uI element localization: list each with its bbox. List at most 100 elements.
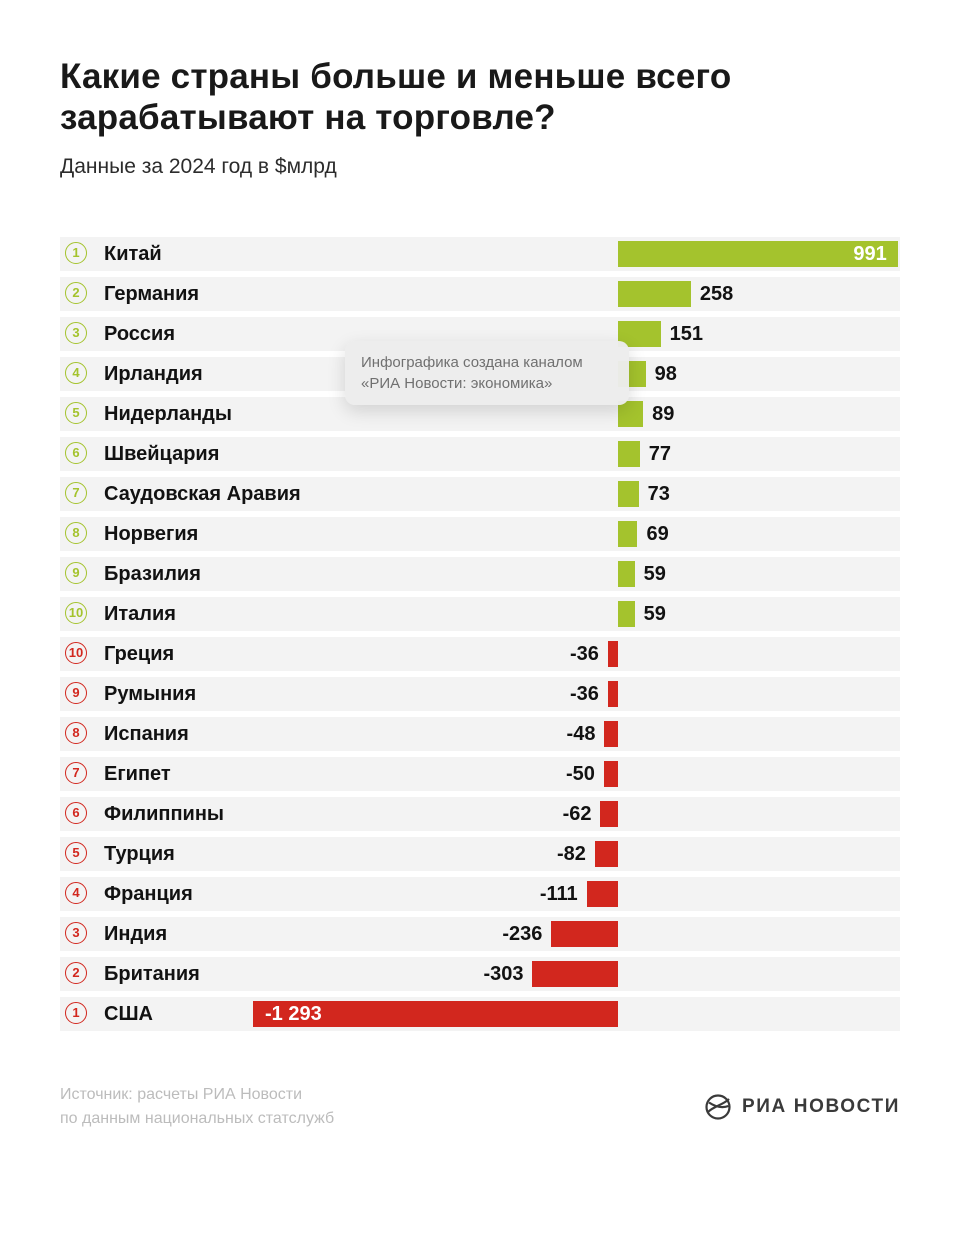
globe-icon (704, 1093, 732, 1121)
chart-row: 1 Китай 991 (60, 236, 900, 271)
value-label: 151 (669, 322, 703, 345)
footer: Источник: расчеты РИА Новости по данным … (60, 1083, 900, 1131)
value-bar (607, 680, 618, 707)
value-label: 991 (853, 242, 887, 265)
brand-text: РИА НОВОСТИ (742, 1095, 900, 1117)
value-label: 98 (654, 362, 677, 385)
country-label: Китай (104, 242, 162, 265)
rank-badge: 5 (65, 401, 87, 424)
country-label: Саудовская Аравия (104, 482, 301, 505)
value-bar (618, 240, 898, 267)
value-bar (618, 520, 638, 547)
country-label: Германия (104, 282, 200, 305)
country-label: Турция (104, 842, 175, 865)
value-bar (604, 720, 618, 747)
country-label: Швейцария (104, 442, 220, 465)
value-label: -82 (556, 842, 586, 865)
value-bar (618, 600, 635, 627)
rank-badge: 7 (65, 761, 87, 784)
chart-row: 7 Египет -50 (60, 756, 900, 791)
chart-row: 8 Испания -48 (60, 716, 900, 751)
title-line-2: зарабатывают на торговле? (60, 98, 556, 138)
value-bar (618, 480, 639, 507)
value-label: -36 (569, 642, 599, 665)
tooltip-line-2: «РИА Новости: экономика» (361, 374, 553, 392)
value-bar (618, 400, 644, 427)
rank-badge: 4 (65, 361, 87, 384)
rank-badge: 9 (65, 561, 87, 584)
chart-row: 1 США -1 293 (60, 996, 900, 1031)
chart-row: 3 Индия -236 (60, 916, 900, 951)
value-bar (600, 800, 618, 827)
chart-rows: 1 Китай 991 2 Германия 258 3 Россия 151 4 Ирландия… (60, 236, 900, 1031)
value-bar (618, 560, 635, 587)
country-label: Россия (104, 322, 176, 345)
chart-row: 4 Франция -111 (60, 876, 900, 911)
chart-row: 9 Бразилия 59 (60, 556, 900, 591)
infographic-page: Какие страны больше и меньше всего зараб… (0, 56, 960, 1131)
value-label: -236 (502, 922, 543, 945)
rank-badge: 3 (65, 321, 87, 344)
value-label: 59 (643, 602, 666, 625)
chart-row: 6 Швейцария 77 (60, 436, 900, 471)
chart-row: 7 Саудовская Аравия 73 (60, 476, 900, 511)
rank-badge: 9 (65, 681, 87, 704)
country-label: Румыния (104, 682, 197, 705)
value-bar (607, 640, 618, 667)
value-bar (532, 960, 618, 987)
value-bar (603, 760, 618, 787)
bar-chart: 1 Китай 991 2 Германия 258 3 Россия 151 4 Ирландия… (60, 236, 900, 1031)
value-bar (586, 880, 618, 907)
value-label: -48 (566, 722, 596, 745)
tooltip-line-1: Инфографика создана каналом (361, 353, 583, 371)
rank-badge: 10 (65, 601, 87, 624)
rank-badge: 8 (65, 721, 87, 744)
page-title: Какие страны больше и меньше всего зараб… (60, 56, 900, 139)
chart-row: 5 Турция -82 (60, 836, 900, 871)
chart-row: 6 Филиппины -62 (60, 796, 900, 831)
chart-row: 2 Британия -303 (60, 956, 900, 991)
title-line-1: Какие страны больше и меньше всего (60, 57, 732, 96)
value-bar (252, 1000, 618, 1027)
rank-badge: 7 (65, 481, 87, 504)
country-label: Франция (104, 882, 193, 905)
country-label: Италия (104, 602, 176, 625)
rank-badge: 3 (65, 921, 87, 944)
value-label: 59 (643, 562, 666, 585)
value-label: -303 (483, 962, 524, 985)
value-label: -50 (565, 762, 595, 785)
value-label: -62 (562, 802, 592, 825)
country-label: Нидерланды (104, 402, 232, 425)
country-label: Испания (104, 722, 189, 745)
ria-novosti-logo: РИА НОВОСТИ (704, 1093, 900, 1121)
country-label: США (104, 1002, 153, 1025)
rank-badge: 6 (65, 441, 87, 464)
channel-tooltip: Инфографика создана каналом «РИА Новости… (345, 340, 629, 405)
value-label: -1 293 (264, 1002, 322, 1025)
rank-badge: 2 (65, 961, 87, 984)
value-label: 77 (648, 442, 671, 465)
value-label: 69 (646, 522, 669, 545)
country-label: Египет (104, 762, 171, 785)
value-bar (551, 920, 618, 947)
chart-row: 10 Греция -36 (60, 636, 900, 671)
source-line-2: по данным национальных статслужб (60, 1109, 335, 1127)
country-label: Норвегия (104, 522, 199, 545)
chart-row: 8 Норвегия 69 (60, 516, 900, 551)
country-label: Филиппины (104, 802, 224, 825)
rank-badge: 2 (65, 281, 87, 304)
chart-row: 9 Румыния -36 (60, 676, 900, 711)
rank-badge: 1 (65, 241, 87, 264)
rank-badge: 8 (65, 521, 87, 544)
chart-row: 2 Германия 258 (60, 276, 900, 311)
country-label: Индия (104, 922, 168, 945)
country-label: Бразилия (104, 562, 201, 585)
source-line-1: Источник: расчеты РИА Новости (60, 1085, 303, 1103)
value-label: 89 (652, 402, 675, 425)
value-bar (594, 840, 618, 867)
value-bar (618, 280, 691, 307)
value-label: -36 (569, 682, 599, 705)
value-bar (618, 440, 640, 467)
value-label: 258 (699, 282, 734, 305)
source-note: Источник: расчеты РИА Новости по данным … (60, 1083, 334, 1131)
